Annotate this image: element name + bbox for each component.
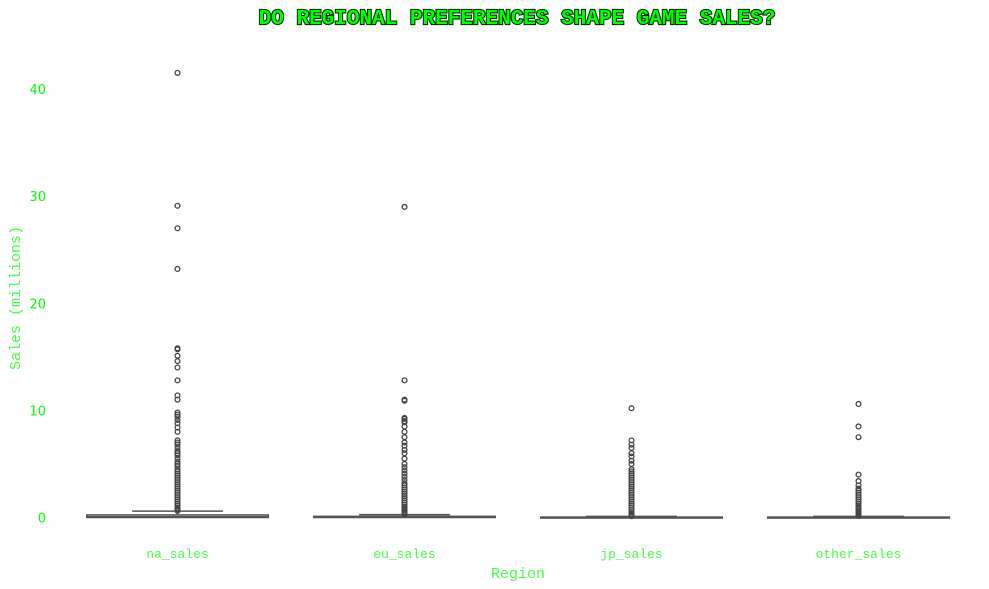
y-axis-ticks: 0 10 20 30 40 bbox=[29, 83, 46, 527]
outlier-point bbox=[401, 470, 408, 477]
outlier-point bbox=[855, 400, 862, 407]
outlier-point bbox=[628, 405, 635, 412]
box-other_sales bbox=[766, 400, 951, 519]
outlier-point bbox=[174, 441, 181, 448]
outlier-point bbox=[174, 416, 181, 424]
outlier-point bbox=[628, 444, 635, 451]
outlier-point bbox=[401, 455, 408, 462]
outlier-point bbox=[401, 511, 408, 518]
outlier-point bbox=[174, 452, 181, 459]
y-tick-label: 0 bbox=[38, 512, 46, 527]
outlier-point bbox=[401, 377, 408, 384]
outlier-point bbox=[174, 358, 181, 365]
outlier-point bbox=[628, 441, 635, 448]
x-tick-label: na_sales bbox=[146, 547, 208, 562]
outlier-point bbox=[855, 471, 862, 478]
y-tick-label: 20 bbox=[29, 297, 46, 312]
box-series bbox=[85, 69, 951, 520]
outlier-point bbox=[401, 203, 408, 210]
outlier-point bbox=[855, 423, 862, 430]
outlier-point bbox=[401, 473, 408, 480]
outlier-point bbox=[174, 225, 181, 232]
outlier-point bbox=[855, 434, 862, 441]
outlier-point bbox=[174, 265, 181, 273]
x-tick-label: jp_sales bbox=[600, 547, 662, 562]
y-tick-label: 40 bbox=[29, 83, 46, 98]
outlier-point bbox=[401, 467, 408, 474]
chart-title: DO REGIONAL PREFERENCES SHAPE GAME SALES… bbox=[259, 8, 776, 31]
outlier-point bbox=[628, 460, 635, 467]
outlier-point bbox=[174, 69, 181, 76]
x-axis-ticks: na_sales eu_sales jp_sales other_sales bbox=[146, 547, 901, 562]
outlier-point bbox=[401, 439, 408, 446]
x-axis-label: Region bbox=[491, 566, 545, 583]
outlier-point bbox=[401, 397, 408, 404]
box-eu_sales bbox=[312, 203, 497, 519]
outlier-point bbox=[401, 434, 408, 441]
outlier-point bbox=[174, 346, 181, 353]
outlier-point bbox=[401, 446, 408, 454]
x-tick-label: other_sales bbox=[816, 547, 902, 562]
outlier-point bbox=[401, 460, 408, 467]
outlier-point bbox=[628, 513, 635, 520]
x-tick-label: eu_sales bbox=[373, 547, 435, 562]
outlier-point bbox=[401, 464, 408, 471]
outlier-point bbox=[401, 415, 408, 422]
y-axis-label: Sales (millions) bbox=[8, 226, 25, 370]
outlier-point bbox=[174, 352, 181, 359]
outlier-point bbox=[174, 364, 181, 371]
outlier-point bbox=[855, 512, 862, 519]
box-na_sales bbox=[85, 69, 270, 519]
outlier-point bbox=[174, 377, 181, 384]
box-jp_sales bbox=[539, 405, 724, 520]
outlier-point bbox=[174, 413, 181, 420]
outlier-point bbox=[401, 428, 408, 435]
outlier-point bbox=[174, 428, 181, 435]
y-tick-label: 30 bbox=[29, 190, 46, 205]
y-tick-label: 10 bbox=[29, 404, 46, 419]
outlier-point bbox=[628, 450, 635, 457]
outlier-point bbox=[174, 202, 181, 209]
outlier-point bbox=[401, 450, 408, 457]
outlier-point bbox=[174, 507, 181, 514]
outlier-point bbox=[174, 396, 181, 403]
outlier-point bbox=[628, 457, 635, 464]
